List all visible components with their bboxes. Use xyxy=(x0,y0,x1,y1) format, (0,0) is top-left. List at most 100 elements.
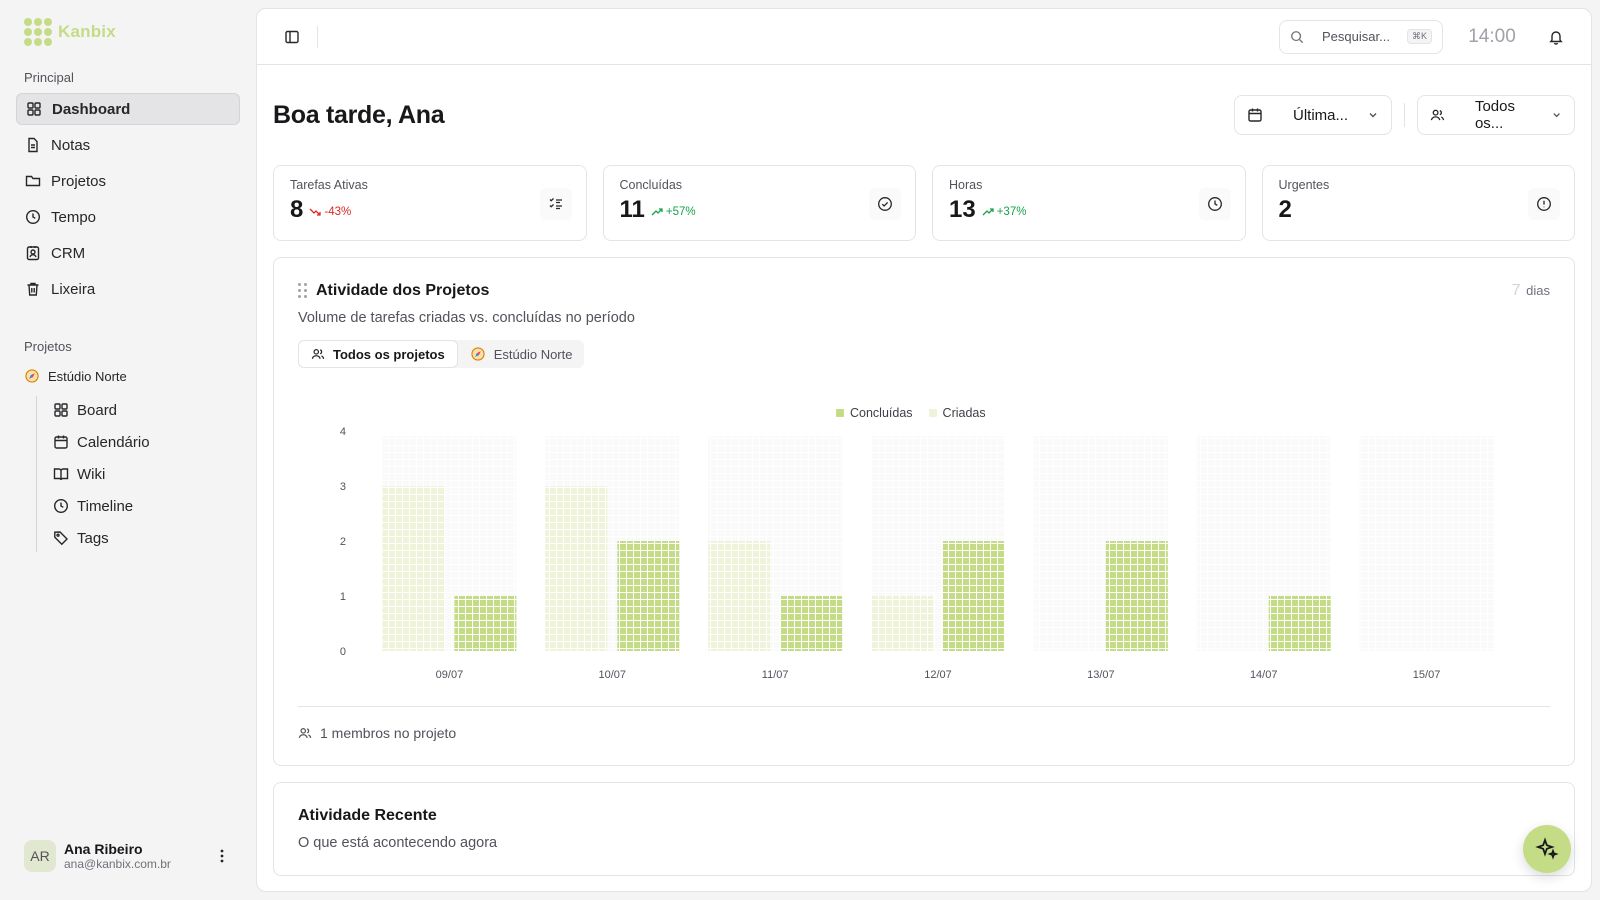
trending-up-icon xyxy=(651,208,663,216)
chart-footer: 1 membros no projeto xyxy=(298,706,1550,741)
stat-label: Concluídas xyxy=(619,178,683,192)
bar-criadas[interactable] xyxy=(382,486,445,651)
panel-left-icon xyxy=(285,30,299,43)
tab-estudio-norte[interactable]: Estúdio Norte xyxy=(458,340,585,368)
stat-value: 8 xyxy=(290,196,304,223)
x-tick-label: 13/07 xyxy=(1087,669,1115,681)
users-icon xyxy=(311,349,325,359)
bar-criadas[interactable] xyxy=(545,486,608,651)
bar-concluidas[interactable] xyxy=(780,596,843,651)
clock-icon xyxy=(25,209,41,225)
trending-down-icon xyxy=(309,208,322,216)
stat-card-hours[interactable]: Horas 13 +37% xyxy=(932,165,1246,241)
sidebar-toggle-button[interactable] xyxy=(277,22,307,52)
search-icon xyxy=(1291,30,1304,43)
stat-value: 11 xyxy=(619,196,645,223)
notifications-button[interactable] xyxy=(1541,22,1571,52)
divider xyxy=(317,25,318,48)
stat-value: 13 xyxy=(949,196,976,223)
sidebar-item-notas[interactable]: Notas xyxy=(16,129,240,161)
stats-row: Tarefas Ativas 8 -43% Concluídas 11 xyxy=(273,165,1575,241)
date-filter-select[interactable]: Última... xyxy=(1234,95,1392,135)
bar-concluidas[interactable] xyxy=(617,541,680,651)
sidebar-item-tags[interactable]: Tags xyxy=(45,524,240,552)
sidebar-item-calendario[interactable]: Calendário xyxy=(45,428,240,456)
stat-value: 2 xyxy=(1278,196,1292,223)
legend-item-concluidas[interactable]: Concluídas xyxy=(836,406,913,420)
sidebar-item-crm[interactable]: CRM xyxy=(16,237,240,269)
search-placeholder: Pesquisar... xyxy=(1322,29,1390,44)
book-icon xyxy=(53,468,69,481)
sidebar-item-tempo[interactable]: Tempo xyxy=(16,201,240,233)
project-estudio-norte[interactable]: Estúdio Norte xyxy=(16,362,240,390)
trending-up-icon xyxy=(982,208,994,216)
clock-time: 14:00 xyxy=(1468,25,1516,47)
grid-icon xyxy=(27,102,41,116)
chart-legend: Concluídas Criadas xyxy=(836,406,986,420)
user-card[interactable]: AR Ana Ribeiro ana@kanbix.com.br xyxy=(16,836,240,876)
stat-label: Urgentes xyxy=(1278,178,1330,192)
user-name: Ana Ribeiro xyxy=(64,841,143,857)
sidebar-item-label: Board xyxy=(77,401,118,419)
sidebar-item-label: Tempo xyxy=(51,208,97,226)
content: Boa tarde, Ana Última... Todos os... Tar… xyxy=(257,65,1591,876)
sidebar-item-lixeira[interactable]: Lixeira xyxy=(16,273,240,305)
bar-concluidas[interactable] xyxy=(454,596,517,651)
brand[interactable]: Kanbix xyxy=(16,16,240,48)
sidebar-item-label: CRM xyxy=(51,244,86,262)
check-circle-icon xyxy=(869,188,901,220)
users-icon xyxy=(1430,109,1445,121)
bar-criadas[interactable] xyxy=(708,541,771,651)
y-tick-label: 3 xyxy=(340,481,346,493)
page-title: Boa tarde, Ana xyxy=(273,100,445,129)
recent-activity-card: Atividade Recente O que está acontecendo… xyxy=(273,782,1575,876)
project-tabs: Todos os projetos Estúdio Norte xyxy=(298,340,585,368)
brand-name: Kanbix xyxy=(58,22,116,41)
clock-icon xyxy=(53,498,69,514)
calendar-icon xyxy=(54,435,68,449)
compass-icon xyxy=(470,347,485,361)
sidebar-item-dashboard[interactable]: Dashboard xyxy=(16,93,240,125)
sidebar-item-projetos[interactable]: Projetos xyxy=(16,165,240,197)
clock-icon xyxy=(1198,188,1231,220)
stat-card-urgent[interactable]: Urgentes 2 xyxy=(1261,165,1575,241)
drag-handle-icon[interactable] xyxy=(298,283,308,299)
people-filter-select[interactable]: Todos os... xyxy=(1417,95,1575,135)
x-tick-label: 09/07 xyxy=(436,669,464,681)
stat-card-completed[interactable]: Concluídas 11 +57% xyxy=(602,165,916,241)
ai-assistant-button[interactable] xyxy=(1523,825,1571,873)
search-input[interactable]: Pesquisar... ⌘K xyxy=(1279,19,1443,54)
stat-delta: +37% xyxy=(982,206,1026,218)
bar-concluidas[interactable] xyxy=(1268,596,1331,651)
sidebar-item-wiki[interactable]: Wiki xyxy=(45,460,240,488)
bar-criadas[interactable] xyxy=(871,596,933,651)
activity-chart: Concluídas Criadas 0 1 2 3 4 09/07 10/07 11/07 1… xyxy=(298,376,1550,706)
project-activity-card: Atividade dos Projetos 7 dias Volume de … xyxy=(273,257,1575,766)
sidebar-item-board[interactable]: Board xyxy=(45,396,240,424)
tab-todos-os-projetos[interactable]: Todos os projetos xyxy=(298,340,458,368)
list-check-icon xyxy=(539,188,572,220)
range-indicator: 7 dias xyxy=(1511,282,1550,299)
user-email: ana@kanbix.com.br xyxy=(64,857,171,871)
sidebar-item-label: Calendário xyxy=(77,433,150,451)
legend-item-criadas[interactable]: Criadas xyxy=(928,406,986,420)
users-icon xyxy=(298,728,312,738)
topbar: Pesquisar... ⌘K 14:00 xyxy=(257,9,1591,65)
kanbix-logo-icon xyxy=(24,18,52,46)
date-filter-value: Última... xyxy=(1293,106,1349,124)
card-title: Atividade Recente xyxy=(298,807,437,824)
stat-card-active-tasks[interactable]: Tarefas Ativas 8 -43% xyxy=(273,165,587,241)
bar-concluidas[interactable] xyxy=(1105,541,1168,651)
greeting-row: Boa tarde, Ana Última... Todos os... xyxy=(273,65,1575,165)
project-name: Estúdio Norte xyxy=(48,368,127,384)
calendar-icon xyxy=(1248,108,1262,122)
bar-concluidas[interactable] xyxy=(943,541,1005,651)
y-tick-label: 2 xyxy=(340,536,346,548)
stat-delta: +57% xyxy=(651,206,696,218)
sparkles-icon xyxy=(1535,837,1559,860)
x-tick-label: 15/07 xyxy=(1413,669,1441,681)
x-tick-label: 10/07 xyxy=(599,669,627,681)
more-options-icon[interactable] xyxy=(212,846,232,866)
x-tick-label: 14/07 xyxy=(1250,669,1278,681)
sidebar-item-timeline[interactable]: Timeline xyxy=(45,492,240,520)
